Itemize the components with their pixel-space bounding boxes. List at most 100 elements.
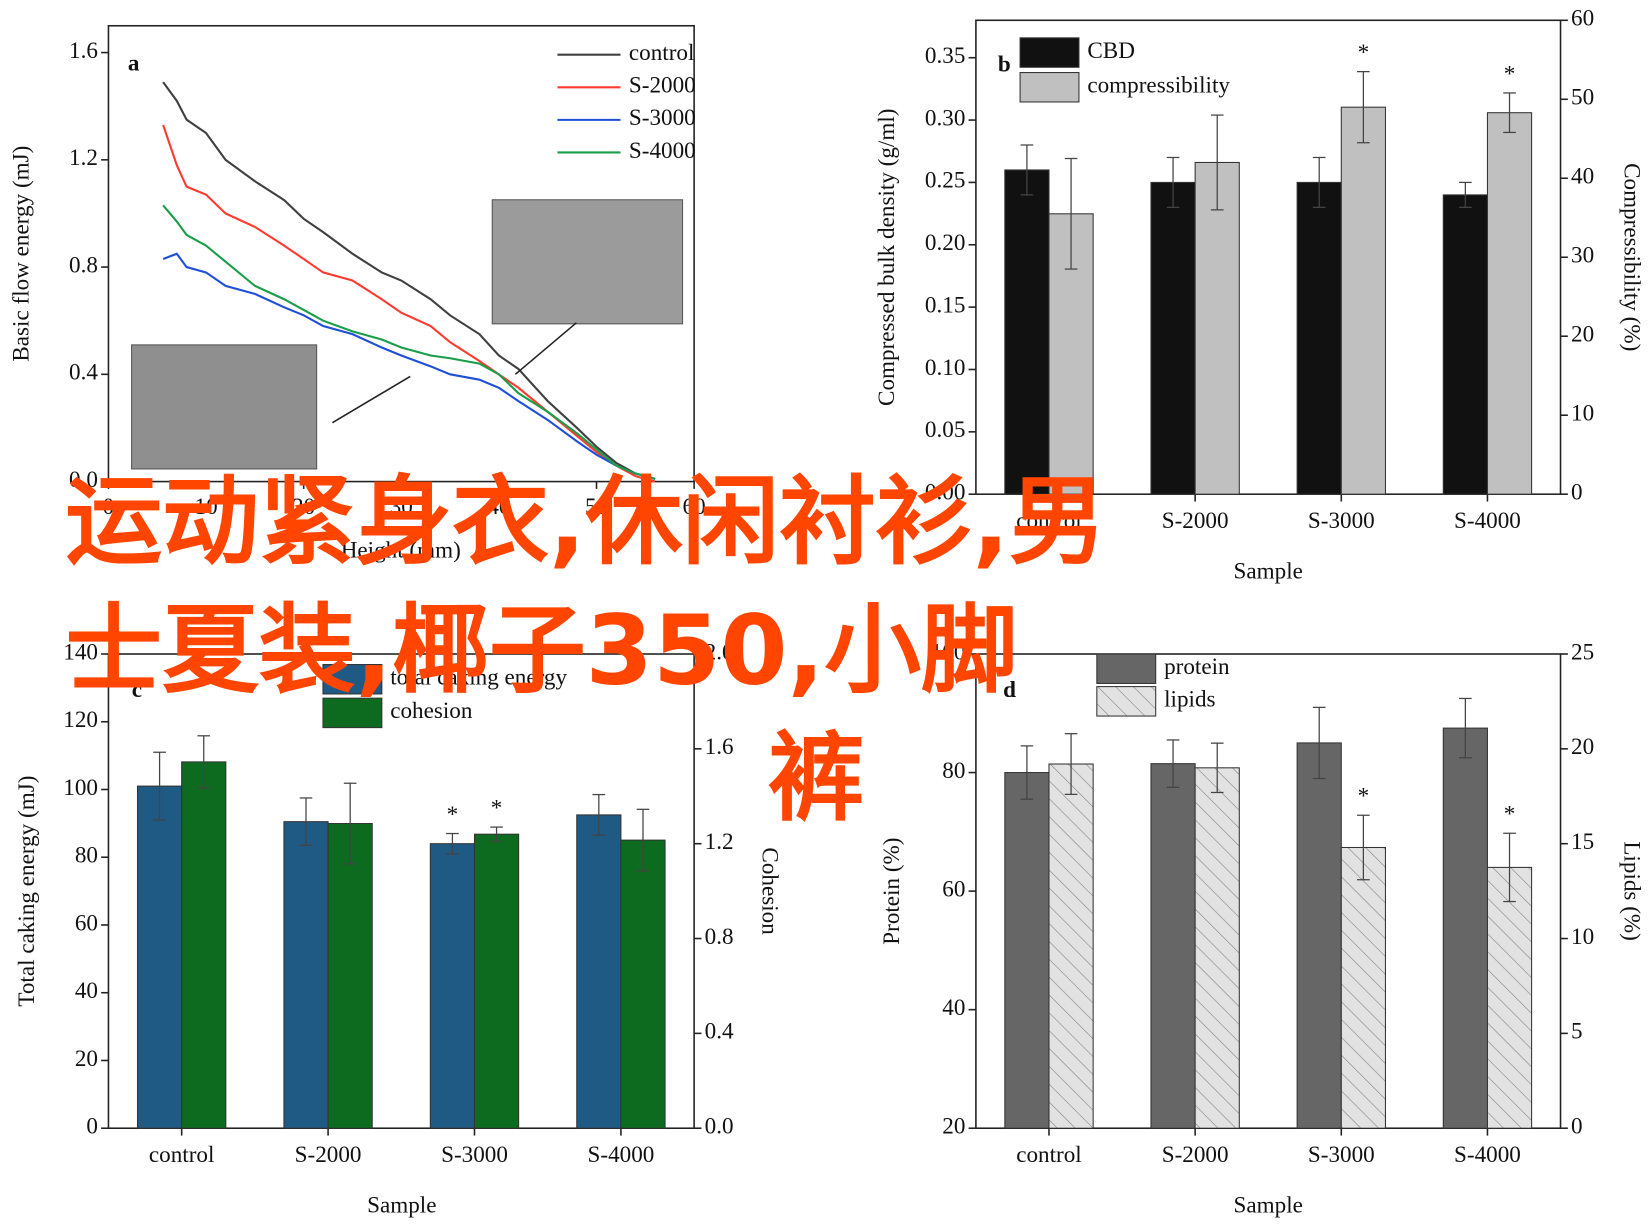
bar: [1340, 106, 1386, 495]
y-tick-label: 100: [63, 775, 98, 801]
y2-tick-label: 10: [1571, 924, 1594, 950]
y-axis-label: Protein (%): [879, 837, 905, 944]
x-tick-label: 20: [292, 494, 315, 520]
legend-label: S-2000: [629, 73, 696, 99]
y2-tick-label: 20: [1571, 734, 1594, 760]
y-tick-label: 0.10: [925, 355, 965, 381]
panel-label: b: [998, 52, 1011, 78]
legend-label: lipids: [1164, 687, 1215, 713]
sem-insets: [131, 199, 684, 470]
y-tick-label: 0.05: [925, 417, 965, 443]
legend-label: S-3000: [629, 105, 696, 131]
charts: 0.0 0.4 0.8 1.2 1.6 Height (mm) Basic flow ene…: [9, 6, 1645, 1219]
bar: [1194, 767, 1240, 1129]
bar: [1004, 772, 1050, 1129]
significance-mark: *: [447, 802, 459, 828]
y-tick-label: 0.15: [925, 292, 965, 318]
y-tick-label: 140: [63, 639, 98, 665]
overlay: 运动紧身衣,休闲衬衫,男 士夏装,椰子350,小脚 裤: [65, 465, 1106, 835]
y2-tick-label: 0.0: [705, 1114, 734, 1140]
legend-label: protein: [1164, 654, 1230, 680]
y-tick-label: 0.8: [69, 252, 98, 278]
y-tick-label: 0.00: [925, 479, 965, 505]
y2-tick-label: 0: [1571, 1114, 1583, 1140]
y2-axis-label: Compressibility (%): [1619, 163, 1645, 351]
bar: [1340, 846, 1386, 1129]
y2-tick-label: 60: [1571, 6, 1594, 32]
y-tick-label: 80: [75, 843, 98, 869]
bar: [473, 833, 520, 1129]
bar: [1486, 112, 1533, 495]
x-tick-label: 0: [103, 494, 115, 520]
y2-axis-label: Cohesion: [756, 847, 782, 935]
overlay-text: 运动紧身衣,休闲衬衫,男: [65, 465, 1106, 578]
x-tick-label: S-2000: [1162, 1142, 1229, 1168]
legend-swatch: [1019, 72, 1080, 103]
y2-tick-label: 5: [1571, 1019, 1583, 1045]
y-tick-label: 1.2: [69, 145, 98, 171]
overlay-text: 裤: [768, 722, 865, 835]
y-axis-label: Basic flow energy (mJ): [9, 146, 35, 362]
y2-axis-label: Lipids (%): [1619, 841, 1645, 941]
y-tick-label: 40: [942, 995, 965, 1021]
x-tick-label: 60: [683, 494, 706, 520]
y-tick-label: 20: [75, 1046, 98, 1072]
panel-label: c: [132, 677, 142, 703]
y2-tick-label: 25: [1571, 639, 1594, 665]
legend-label: CBD: [1087, 38, 1135, 64]
bar: [1150, 181, 1196, 495]
x-tick-label: S-2000: [1162, 508, 1229, 534]
overlay-text: 士夏装,椰子350,小脚: [65, 593, 1017, 706]
x-axis-label: Sample: [1234, 1192, 1303, 1218]
bar: [1442, 194, 1488, 495]
line-series: [162, 81, 656, 480]
y2-tick-label: 20: [1571, 322, 1594, 348]
bar: [429, 843, 476, 1129]
significance-mark: *: [491, 796, 503, 822]
bar: [181, 761, 227, 1129]
y-axis-label: Total caking energy (mJ): [14, 776, 40, 1007]
y-tick-label: 0.4: [69, 360, 98, 386]
x-tick-label: control: [149, 1142, 215, 1168]
y-tick-label: 0.0: [69, 467, 98, 493]
y2-tick-label: 30: [1571, 243, 1594, 269]
y-tick-label: 60: [75, 910, 98, 936]
x-tick-label: 10: [195, 494, 218, 520]
bar: [1296, 742, 1342, 1129]
x-tick-label: S-4000: [1454, 508, 1521, 534]
y-tick-label: 20: [942, 1114, 965, 1140]
y2-tick-label: 1.6: [705, 734, 734, 760]
significance-mark: *: [1358, 40, 1370, 66]
x-tick-label: S-3000: [1308, 508, 1375, 534]
y2-tick-label: 0.8: [705, 924, 734, 950]
y-tick-label: 60: [942, 876, 965, 902]
y-tick-label: 80: [942, 758, 965, 784]
line-series: [162, 252, 656, 480]
x-tick-label: S-3000: [441, 1142, 508, 1168]
panel-label: a: [128, 51, 140, 77]
y-tick-label: 0.35: [925, 43, 965, 69]
x-tick-label: control: [1016, 508, 1082, 534]
x-tick-label: control: [1016, 1142, 1082, 1168]
x-tick-label: 50: [585, 494, 608, 520]
y-tick-label: 40: [75, 978, 98, 1004]
legend-label: compressibility: [1087, 73, 1230, 99]
bar: [1442, 727, 1488, 1129]
legend-swatch: [1019, 37, 1080, 68]
arrow: [332, 375, 411, 424]
y2-tick-label: 40: [1571, 164, 1594, 190]
x-tick-label: S-4000: [1454, 1142, 1521, 1168]
x-tick-label: S-2000: [295, 1142, 362, 1168]
legend-label: total caking energy: [390, 665, 567, 691]
legend-label: S-4000: [629, 138, 696, 164]
y2-tick-label: 1.2: [705, 829, 734, 855]
bar: [136, 785, 183, 1129]
y-tick-label: 1.6: [69, 38, 98, 64]
bar: [327, 823, 373, 1129]
y-tick-label: 0.25: [925, 168, 965, 194]
y2-tick-label: 2.0: [705, 639, 734, 665]
panel-label: d: [1003, 677, 1016, 703]
legend-swatch: [322, 663, 383, 695]
line-series: [162, 124, 656, 483]
